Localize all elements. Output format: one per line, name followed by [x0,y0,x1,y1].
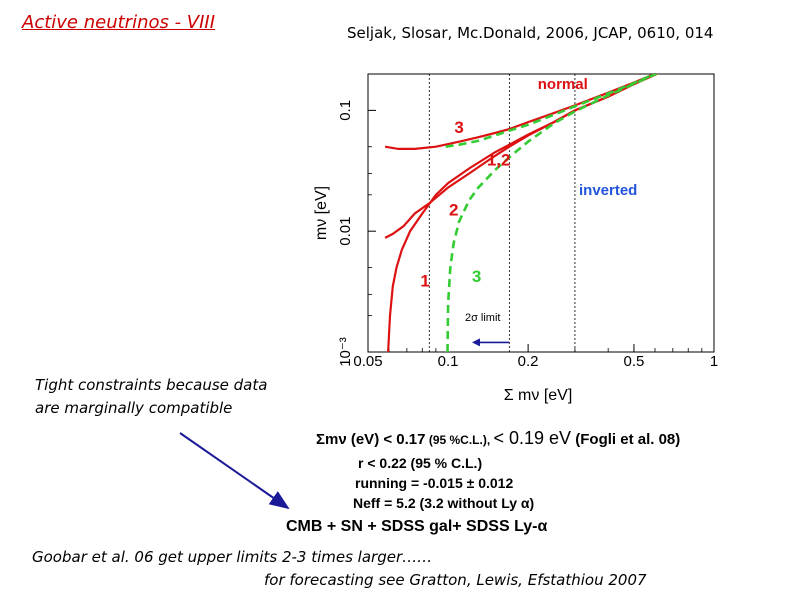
y-tick-label-1: 0.01 [337,217,354,246]
sum-mass-cl: (95 %C.L.), [425,433,494,447]
note-forecasting: for forecasting see Gratton, Lewis, Efst… [264,571,647,589]
y-tick-label-0: 10⁻³ [337,337,354,367]
sum-mass-limit: Σmν (eV) < 0.17 [316,431,426,448]
fogli-ref: (Fogli et al. 08) [571,431,681,448]
plot-frame [367,73,715,353]
r-limit: r < 0.22 (95 % C.L.) [358,455,483,471]
series-inverted-4 [446,74,659,352]
annotation-3: 1,2 [487,150,511,169]
y-tick-label-2: 0.1 [337,100,354,121]
annotation-7: 2σ limit [465,312,501,324]
series-normal-0 [384,74,658,150]
slide-title: Active neutrinos - VIII [22,12,216,33]
annotation-2: 3 [454,118,463,137]
x-tick-label-4: 1 [710,353,718,370]
reference-citation: Seljak, Slosar, Mc.Donald, 2006, JCAP, 0… [347,24,714,42]
x-tick-label-2: 0.2 [518,353,539,370]
note-marginally-compatible: are marginally compatible [35,399,233,417]
sum-mass-alt: < 0.19 eV [493,428,572,448]
annotation-5: 1 [420,271,429,290]
x-tick-label-1: 0.1 [438,353,459,370]
x-tick-label-0: 0.05 [353,353,382,370]
annotation-0: normal [538,76,588,93]
running-value: running = -0.015 ± 0.012 [355,475,514,491]
y-axis-label: mν [eV] [313,186,330,240]
neff-value: Neff = 5.2 (3.2 without Ly α) [353,495,535,511]
datasets-line: CMB + SN + SDSS gal+ SDSS Ly-α [286,518,548,535]
annotation-1: inverted [579,182,637,199]
note-tight-constraints: Tight constraints because data [35,376,268,394]
annotation-4: 2 [449,200,458,219]
sum-mass-result: Σmν (eV) < 0.17 (95 %C.L.), < 0.19 eV (F… [316,428,680,449]
limit-arrow-head [471,338,480,347]
series-inverted-3 [445,74,659,148]
x-axis-label: Σ mν [eV] [504,387,573,404]
x-tick-label-3: 0.5 [624,353,645,370]
annotation-6: 3 [472,267,481,286]
neutrino-mass-chart: 0.05 0.1 0.2 0.5 1 10⁻³ 0.01 0.1 Σ mν [eV] mν [eV… [313,73,718,404]
note-goobar: Goobar et al. 06 get upper limits 2-3 ti… [32,548,433,566]
